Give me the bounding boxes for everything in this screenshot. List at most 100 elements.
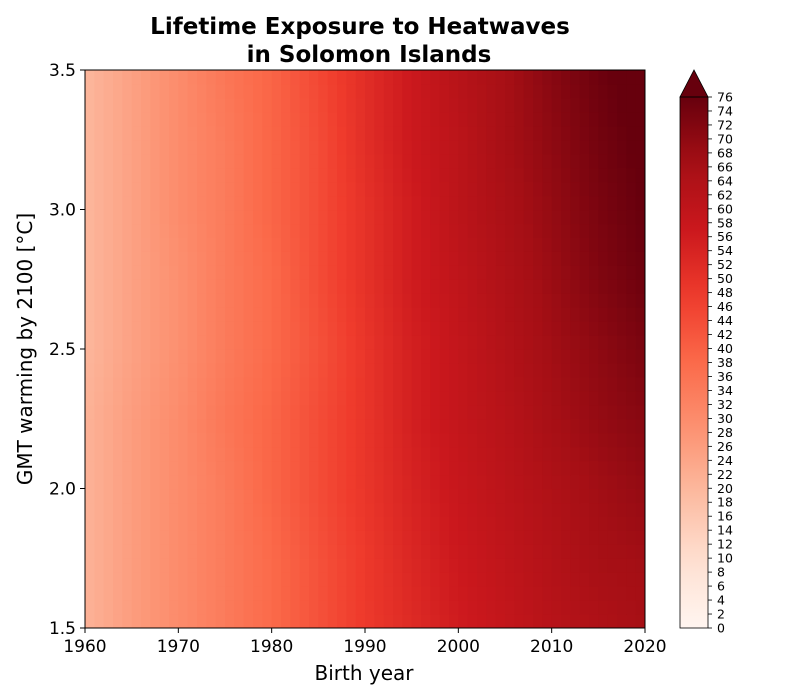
heatmap-cell — [103, 153, 114, 169]
heatmap-cell — [131, 251, 142, 266]
heatmap-cell — [169, 97, 179, 113]
heatmap-cell — [234, 516, 245, 531]
heatmap-cell — [215, 125, 226, 141]
heatmap-cell — [505, 362, 515, 378]
heatmap-cell — [542, 390, 553, 406]
heatmap-cell — [505, 460, 515, 476]
heatmap-cell — [318, 279, 329, 294]
heatmap-cell — [281, 335, 291, 350]
heatmap-cell — [346, 418, 357, 434]
heatmap-cell — [542, 265, 553, 280]
heatmap-cell — [439, 167, 450, 183]
heatmap-cell — [122, 335, 133, 350]
heatmap-cell — [85, 418, 95, 434]
heatmap-cell — [449, 195, 459, 211]
heatmap-cell — [411, 251, 422, 266]
heatmap-cell — [318, 97, 329, 113]
heatmap-cell — [617, 530, 627, 545]
heatmap-cell — [458, 418, 469, 434]
heatmap-cell — [327, 362, 338, 378]
heatmap-cell — [607, 558, 618, 573]
heatmap-cell — [150, 181, 161, 197]
heatmap-cell — [346, 125, 357, 141]
heatmap-cell — [113, 572, 123, 587]
heatmap-cell — [542, 139, 553, 155]
heatmap-cell — [551, 97, 562, 113]
heatmap-cell — [477, 460, 487, 476]
heatmap-cell — [477, 167, 487, 183]
heatmap-cell — [421, 404, 431, 420]
heatmap-cell — [262, 307, 273, 322]
heatmap-cell — [327, 167, 338, 183]
heatmap-cell — [122, 600, 133, 615]
colorbar-gradient — [680, 97, 708, 628]
heatmap-cell — [589, 321, 599, 336]
heatmap-cell — [290, 97, 301, 113]
heatmap-cell — [122, 362, 133, 378]
heatmap-cell — [561, 614, 571, 628]
heatmap-cell — [579, 362, 590, 378]
heatmap-cell — [355, 404, 366, 420]
heatmap-cell — [122, 614, 133, 628]
heatmap-cell — [477, 279, 487, 294]
heatmap-cell — [402, 614, 413, 628]
heatmap-cell — [206, 404, 217, 420]
heatmap-cell — [243, 600, 254, 615]
heatmap-cell — [514, 70, 525, 85]
heatmap-cell — [402, 83, 413, 99]
heatmap-cell — [290, 83, 301, 99]
heatmap-cell — [467, 153, 478, 169]
heatmap-cell — [103, 530, 114, 545]
heatmap-cell — [141, 404, 151, 420]
heatmap-cell — [533, 83, 543, 99]
heatmap-cell — [430, 139, 441, 155]
heatmap-cell — [159, 390, 170, 406]
heatmap-cell — [122, 404, 133, 420]
heatmap-cell — [327, 83, 338, 99]
heatmap-cell — [262, 335, 273, 350]
heatmap-cell — [178, 614, 189, 628]
heatmap-cell — [439, 279, 450, 294]
heatmap-cell — [290, 181, 301, 197]
heatmap-cell — [365, 600, 375, 615]
colorbar-tick-label: 52 — [717, 257, 733, 272]
heatmap-cell — [113, 376, 123, 392]
heatmap-cell — [505, 530, 515, 545]
heatmap-cell — [141, 279, 151, 294]
heatmap-cell — [523, 362, 534, 378]
heatmap-cell — [253, 390, 263, 406]
heatmap-cell — [374, 293, 385, 308]
heatmap-cell — [215, 83, 226, 99]
heatmap-cell — [346, 279, 357, 294]
heatmap-cell — [505, 265, 515, 280]
heatmap-cell — [94, 70, 105, 85]
heatmap-cell — [626, 502, 637, 517]
heatmap-cell — [355, 251, 366, 266]
heatmap-cell — [365, 614, 375, 628]
heatmap-cell — [262, 265, 273, 280]
heatmap-cell — [309, 614, 319, 628]
heatmap-cell — [505, 237, 515, 252]
colorbar-tick-label: 6 — [717, 579, 725, 594]
heatmap-cell — [281, 83, 291, 99]
heatmap-cell — [169, 83, 179, 99]
heatmap-cell — [374, 586, 385, 601]
heatmap-cell — [635, 167, 645, 183]
heatmap-cell — [626, 572, 637, 587]
heatmap-cell — [607, 293, 618, 308]
heatmap-cell — [411, 265, 422, 280]
heatmap-cell — [533, 446, 543, 462]
heatmap-cell — [486, 376, 497, 392]
heatmap-cell — [570, 293, 581, 308]
heatmap-cell — [243, 335, 254, 350]
heatmap-cell — [85, 97, 95, 113]
heatmap-cell — [346, 139, 357, 155]
heatmap-cell — [617, 97, 627, 113]
heatmap-cell — [169, 586, 179, 601]
heatmap-cell — [458, 223, 469, 238]
heatmap-cell — [505, 614, 515, 628]
heatmap-cell — [206, 223, 217, 238]
heatmap-cell — [570, 251, 581, 266]
heatmap-cell — [327, 488, 338, 504]
heatmap-cell — [103, 432, 114, 448]
